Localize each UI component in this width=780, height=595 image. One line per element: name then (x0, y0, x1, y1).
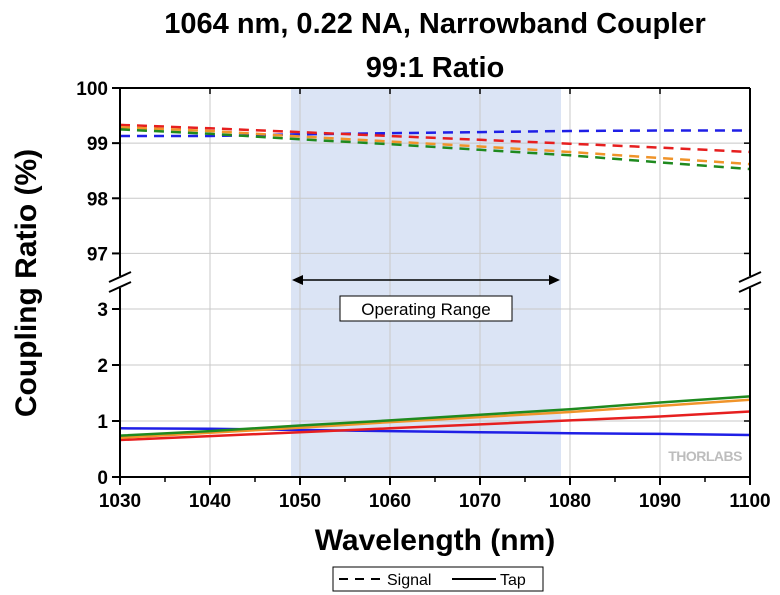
y-tick-label-lower: 0 (97, 468, 108, 489)
y-tick-label-upper: 97 (87, 244, 108, 265)
thorlabs-watermark: THORLABS (668, 448, 742, 464)
operating-range-arrow-left (292, 275, 303, 285)
chart-title-line-1: 1064 nm, 0.22 NA, Narrowband Coupler (164, 8, 705, 40)
x-tick-label: 1030 (99, 491, 141, 512)
tap-line-5 (119, 410, 751, 442)
tap-line-6 (119, 398, 751, 440)
operating-range-label: Operating Range (361, 300, 490, 319)
chart-title-line-2: 99:1 Ratio (366, 52, 505, 84)
x-tick-label: 1070 (459, 491, 501, 512)
y-tick-label-lower: 2 (97, 356, 108, 377)
y-tick-label-upper: 100 (76, 79, 108, 100)
x-tick-label: 1090 (639, 491, 681, 512)
y-tick-label-lower: 3 (97, 300, 108, 321)
y-tick-label-upper: 99 (87, 134, 108, 155)
x-tick-label: 1060 (369, 491, 411, 512)
x-axis-title: Wavelength (nm) (315, 524, 556, 557)
x-tick-label: 1080 (549, 491, 591, 512)
x-tick-label: 1100 (729, 491, 770, 512)
axis-break-mark (108, 271, 132, 283)
operating-range-arrow-right (549, 275, 560, 285)
tap-line-7 (119, 395, 751, 437)
signal-line-3 (119, 128, 751, 171)
y-tick-label-upper: 98 (87, 189, 108, 210)
axis-break-mark (738, 271, 762, 283)
axis-break-gap (738, 277, 762, 287)
x-tick-label: 1050 (279, 491, 321, 512)
axis-break-gap (108, 277, 132, 287)
x-tick-label: 1040 (189, 491, 231, 512)
axis-break-mark (738, 281, 762, 293)
y-tick-label-lower: 1 (97, 412, 108, 433)
legend-box (332, 566, 544, 592)
legend-tap-label: Tap (500, 572, 526, 589)
axis-break-mark (108, 281, 132, 293)
legend: Signal Tap (332, 566, 544, 592)
plot-area: Operating Range THORLABS 1030 1040 1050 1060 1… (76, 79, 770, 512)
y-axis-title: Coupling Ratio (%) (10, 149, 43, 417)
operating-range-label-box (339, 295, 513, 322)
legend-signal-label: Signal (387, 572, 431, 589)
signal-line-1 (119, 123, 751, 154)
signal-line-2 (119, 125, 751, 166)
